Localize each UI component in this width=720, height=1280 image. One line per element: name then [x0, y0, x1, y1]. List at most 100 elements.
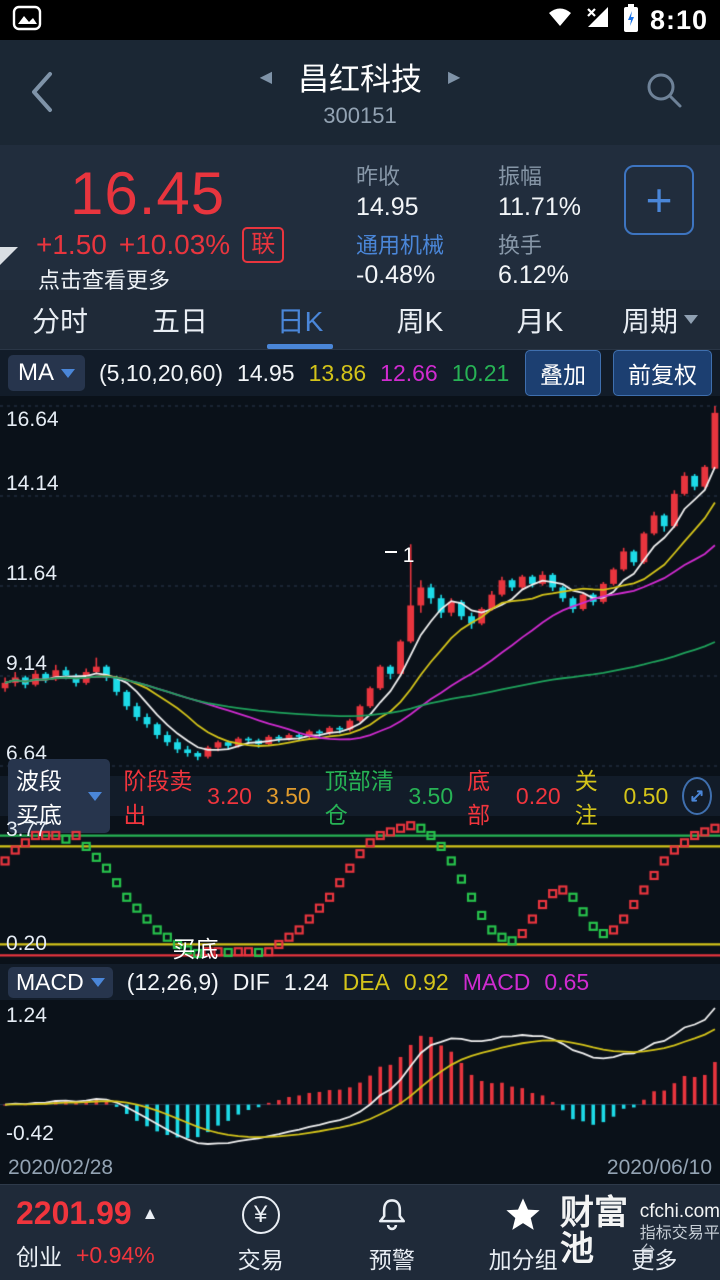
- tab-rik[interactable]: 日K: [240, 290, 360, 349]
- status-bar: 8:10: [0, 0, 720, 40]
- prev-close-label: 昨收: [356, 164, 401, 189]
- band-sell-label: 阶段卖出: [123, 768, 193, 828]
- corner-marker: [0, 247, 18, 265]
- date-axis: 2020/02/28 2020/06/10: [0, 1152, 720, 1184]
- add-watchlist-button[interactable]: +: [624, 165, 694, 235]
- macd-y-min-label: -0.42: [6, 1122, 54, 1145]
- chevron-down-icon: [684, 315, 698, 324]
- fullscreen-expand-icon[interactable]: [682, 777, 712, 815]
- tab-yuek[interactable]: 月K: [516, 305, 564, 337]
- index-name: 创业: [16, 1244, 62, 1270]
- chevron-down-icon: [90, 977, 105, 987]
- add-group-button[interactable]: 加分组: [458, 1185, 589, 1280]
- prev-close-value: 14.95: [356, 192, 419, 221]
- dea-value: 0.92: [403, 968, 449, 995]
- wifi-icon: [546, 5, 574, 36]
- title-wrap: ◀ 昌红科技 ▶ 300151: [0, 54, 720, 129]
- stock-code: 300151: [323, 103, 397, 128]
- dea-label: DEA: [342, 968, 390, 995]
- index-change: +0.94%: [76, 1241, 155, 1268]
- overlay-button[interactable]: 叠加: [525, 350, 601, 396]
- watermark-domain: cfchi.com: [639, 1201, 720, 1223]
- tab-fenshi[interactable]: 分时: [31, 305, 88, 337]
- ma-selector[interactable]: MA: [8, 355, 85, 391]
- bell-icon: [374, 1195, 410, 1235]
- trade-button[interactable]: ¥ 交易: [195, 1185, 326, 1280]
- macd-label: MACD: [462, 968, 531, 995]
- battery-icon: [622, 3, 640, 38]
- watermark-tagline: 指标交易平台: [639, 1224, 720, 1262]
- axis-start-date: 2020/02/28: [8, 1156, 114, 1179]
- axis-end-date: 2020/06/10: [606, 1156, 712, 1179]
- more-button[interactable]: 更多: [631, 1247, 678, 1273]
- watermark-brand: 财富池: [560, 1194, 628, 1268]
- y-axis-label: 16.64: [6, 408, 59, 431]
- bottom-nav: 2201.99 ▲ 创业 +0.94% ¥ 交易 预警 加分组: [0, 1184, 720, 1280]
- macd-y-max-label: 1.24: [6, 1004, 47, 1027]
- buy-bottom-annotation: 买底: [172, 936, 219, 962]
- tab-wuri[interactable]: 五日: [151, 305, 208, 337]
- band-y-max-label: 3.77: [6, 818, 47, 841]
- macd-selector[interactable]: MACD: [8, 966, 113, 998]
- chevron-down-icon: [87, 791, 102, 801]
- y-axis-label: 9.14: [6, 652, 47, 675]
- view-more-link[interactable]: 点击查看更多: [38, 268, 171, 293]
- star-icon: [504, 1195, 542, 1235]
- clock-time: 8:10: [649, 4, 708, 35]
- band-y-min-label: 0.20: [6, 932, 47, 955]
- sector-change-value: -0.48%: [356, 261, 436, 290]
- yuan-icon: ¥: [241, 1195, 280, 1235]
- sector-link[interactable]: 通用机械: [356, 232, 445, 258]
- tab-zhouk[interactable]: 周K: [396, 305, 444, 337]
- amplitude-label: 振幅: [498, 164, 543, 189]
- turnover-value: 6.12%: [498, 261, 569, 290]
- stock-title: 昌红科技: [298, 62, 422, 97]
- band-indicator-bar: 波段买底 阶段卖出 3.20 3.50 顶部清仓 3.50 底部 0.20 关注…: [0, 759, 720, 833]
- chart-annotation: 1: [402, 544, 415, 567]
- band-clear-value: 3.50: [408, 782, 454, 809]
- ma60-value: 10.21: [451, 359, 510, 386]
- index-quote-button[interactable]: 2201.99 ▲ 创业 +0.94%: [0, 1185, 195, 1280]
- tab-zhouqi[interactable]: 周期: [600, 290, 720, 349]
- price-change-pct: +10.03%: [118, 229, 231, 260]
- ma10-value: 13.86: [308, 359, 367, 386]
- ma-indicator-bar: MA (5,10,20,60) 14.95 13.86 12.66 10.21 …: [0, 350, 720, 396]
- period-tabs: 分时 五日 日K 周K 月K 周期: [0, 290, 720, 350]
- screenshot-icon: [12, 3, 42, 38]
- cellular-no-signal-icon: [584, 5, 612, 36]
- band-sell-value2: 3.50: [265, 782, 311, 809]
- band-indicator-chart[interactable]: [0, 816, 720, 964]
- price-change: +1.50: [36, 229, 107, 260]
- candlestick-chart[interactable]: [0, 396, 720, 776]
- up-triangle-icon: ▲: [141, 1203, 159, 1223]
- band-bottom-value: 0.20: [515, 782, 561, 809]
- ma20-value: 12.66: [380, 359, 438, 386]
- y-axis-label: 11.64: [6, 562, 57, 585]
- dif-value: 1.24: [283, 968, 329, 995]
- y-axis-label: 14.14: [6, 472, 59, 495]
- header: ◀ 昌红科技 ▶ 300151: [0, 40, 720, 145]
- band-sell-value: 3.20: [207, 782, 252, 809]
- watermark: 财富池 cfchi.com 指标交易平台: [560, 1194, 720, 1268]
- annotation-dash: [384, 551, 397, 553]
- back-button[interactable]: [22, 66, 62, 118]
- macd-indicator-bar: MACD (12,26,9) DIF 1.24 DEA 0.92 MACD 0.…: [0, 964, 720, 1000]
- search-icon[interactable]: [642, 68, 686, 112]
- ma-params: (5,10,20,60): [99, 359, 224, 386]
- alert-button[interactable]: 预警: [326, 1185, 457, 1280]
- ma5-value: 14.95: [237, 359, 295, 386]
- amplitude-value: 11.71%: [498, 192, 581, 221]
- macd-value: 0.65: [544, 968, 590, 995]
- adjust-mode-button[interactable]: 前复权: [613, 350, 712, 396]
- dif-label: DIF: [232, 968, 270, 995]
- turnover-label: 换手: [498, 232, 543, 258]
- prev-stock-arrow-icon[interactable]: ◀: [259, 68, 272, 86]
- band-watch-value: 0.50: [623, 782, 669, 809]
- lian-badge[interactable]: 联: [242, 227, 285, 263]
- chevron-down-icon: [61, 368, 75, 378]
- macd-chart[interactable]: [0, 1000, 720, 1152]
- last-price: 16.45: [70, 160, 226, 227]
- quote-panel: 16.45 +1.50 +10.03% 联 点击查看更多 昨收 14.95 通用…: [0, 145, 720, 293]
- next-stock-arrow-icon[interactable]: ▶: [448, 68, 461, 86]
